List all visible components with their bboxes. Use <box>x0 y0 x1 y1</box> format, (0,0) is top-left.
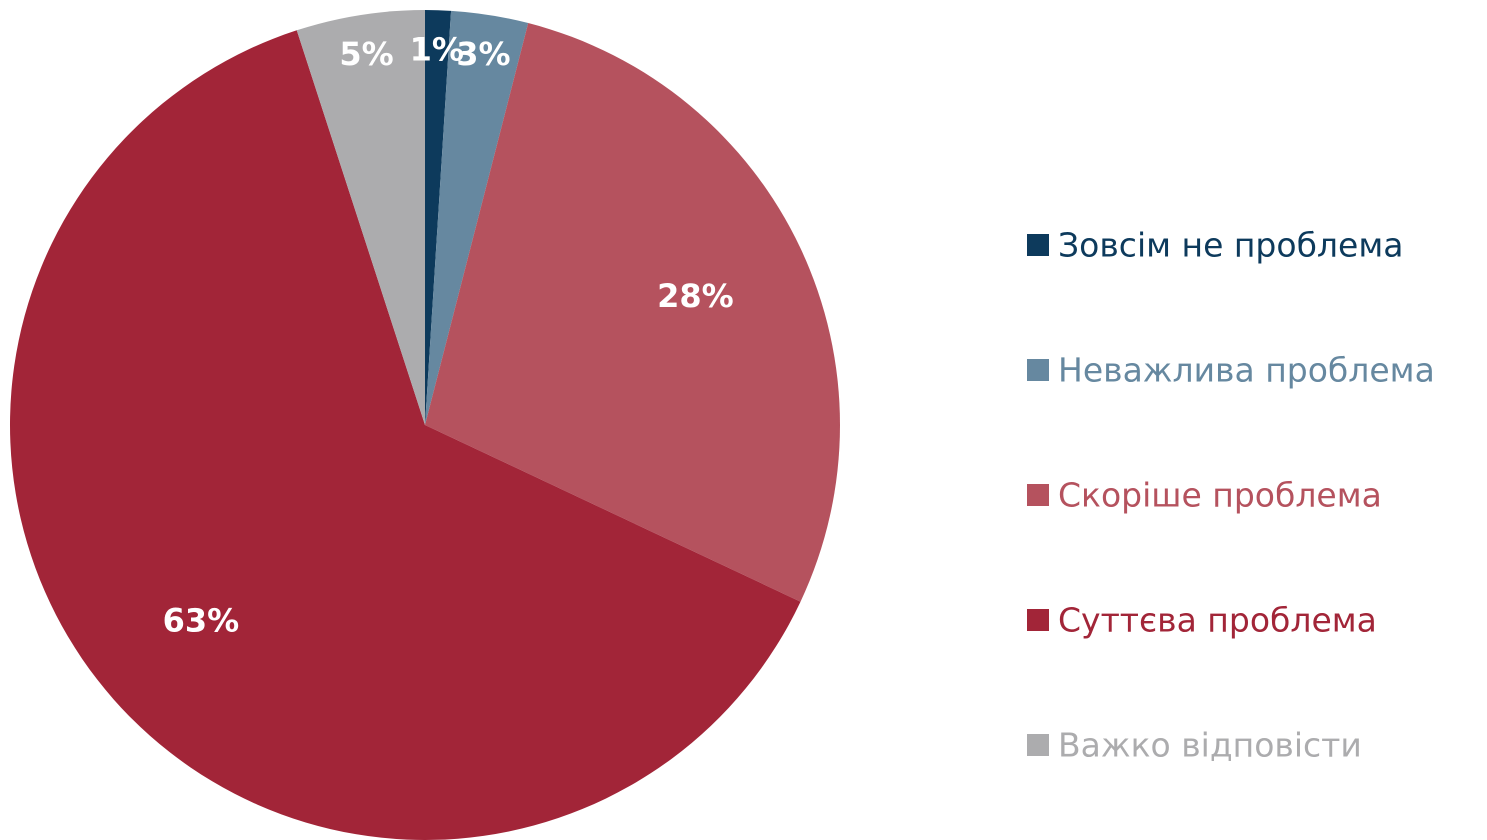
legend-swatch <box>1027 609 1049 631</box>
pie-slice <box>296 10 425 425</box>
legend-label: Неважлива проблема <box>1058 351 1435 390</box>
legend-swatch <box>1027 359 1049 381</box>
data-label: 5% <box>339 35 393 73</box>
legend-label: Важко відповісти <box>1058 726 1362 765</box>
legend-label: Суттєва проблема <box>1058 601 1377 640</box>
legend-swatch <box>1027 234 1049 256</box>
legend-label: Скоріше проблема <box>1058 476 1382 515</box>
pie-slice <box>425 10 452 425</box>
pie-slice <box>425 10 529 425</box>
data-label: 28% <box>657 277 734 315</box>
legend-swatch <box>1027 484 1049 506</box>
pie-slice <box>10 30 801 840</box>
data-label: 3% <box>456 35 510 73</box>
legend-label: Зовсім не проблема <box>1058 226 1403 265</box>
data-label: 63% <box>163 602 240 640</box>
legend-swatch <box>1027 734 1049 756</box>
pie-slice <box>425 23 840 602</box>
data-label: 1% <box>410 31 464 69</box>
